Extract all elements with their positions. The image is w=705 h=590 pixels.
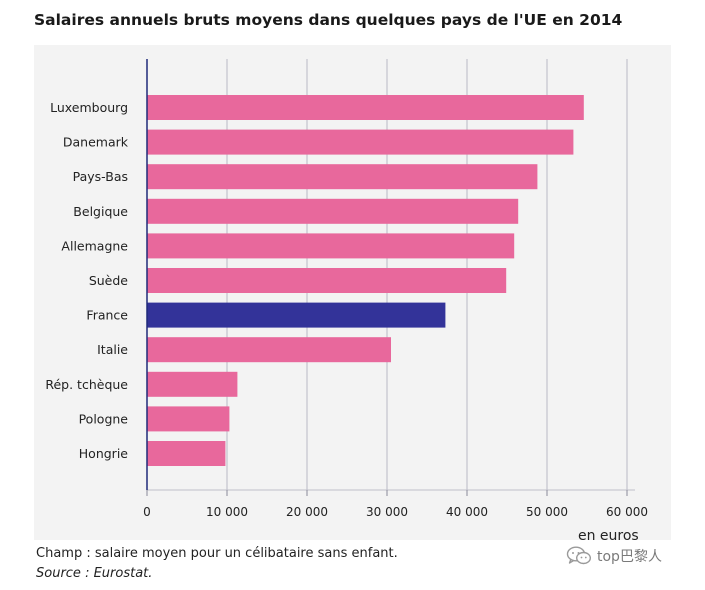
x-tick-label: 10 000: [206, 505, 248, 519]
watermark-text: top巴黎人: [597, 549, 662, 565]
x-tick-label: 40 000: [446, 505, 488, 519]
bar: [147, 233, 515, 259]
footnote: Champ : salaire moyen pour un célibatair…: [36, 546, 398, 561]
watermark: top巴黎人: [566, 546, 662, 566]
category-label: Allemagne: [61, 238, 128, 253]
category-label: France: [86, 308, 128, 323]
category-label: Hongrie: [79, 446, 129, 461]
bar-chart: Luxembourg Danemark Pays-Bas Belgique Allema…: [45, 59, 648, 519]
chart-title: Salaires annuels bruts moyens dans quelq…: [34, 11, 623, 29]
bar: [147, 441, 226, 466]
category-label: Pays-Bas: [73, 169, 128, 184]
bar: [147, 164, 538, 190]
category-label: Danemark: [63, 135, 129, 150]
bar: [147, 406, 230, 432]
category-label: Suède: [89, 273, 128, 288]
source-note: Source : Eurostat.: [36, 566, 153, 581]
x-tick-label: 50 000: [526, 505, 568, 519]
x-tick-label: 20 000: [286, 505, 328, 519]
x-tick-label: 30 000: [366, 505, 408, 519]
category-label: Pologne: [79, 411, 129, 426]
bar: [147, 337, 391, 363]
bar: [147, 95, 584, 120]
x-tick-label: 60 000: [606, 505, 648, 519]
category-label: Luxembourg: [50, 100, 128, 115]
category-label: Rép. tchèque: [45, 377, 128, 392]
category-label: Italie: [97, 342, 128, 357]
bar: [147, 198, 519, 224]
axis-unit-label: en euros: [578, 528, 639, 544]
wechat-icon: [566, 546, 592, 565]
category-label: Belgique: [73, 204, 128, 219]
bar: [147, 302, 446, 328]
x-tick-label: 0: [143, 505, 151, 519]
chart-panel: Luxembourg Danemark Pays-Bas Belgique Allema…: [34, 45, 671, 540]
bar: [147, 129, 574, 155]
bar: [147, 268, 507, 293]
bar: [147, 371, 238, 397]
